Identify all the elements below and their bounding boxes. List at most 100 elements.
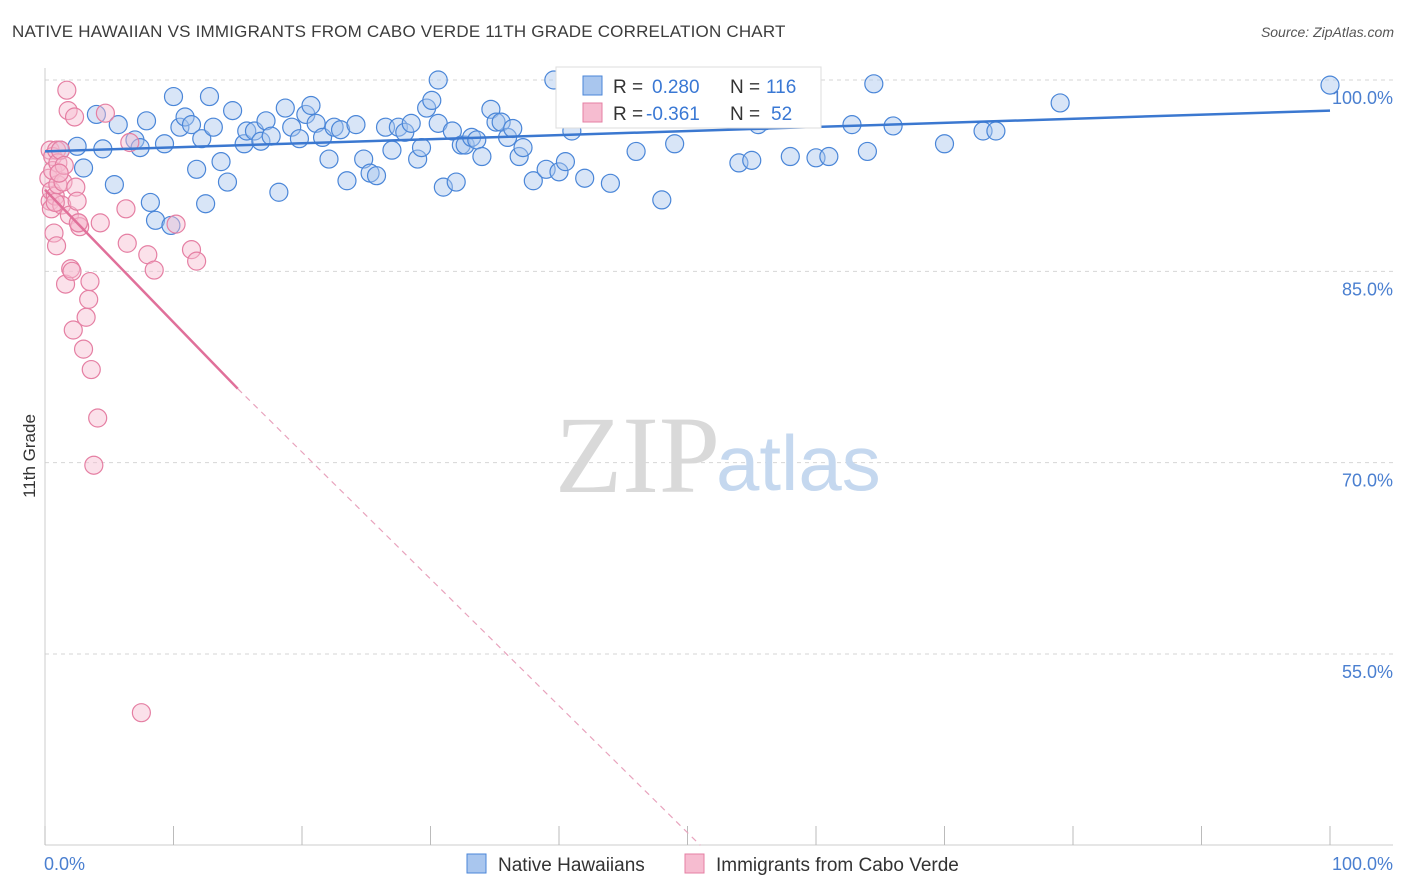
native-hawaiian-point xyxy=(742,150,762,170)
cabo-verde-point xyxy=(95,103,115,123)
native-hawaiian-point xyxy=(523,171,543,191)
native-hawaiian-point xyxy=(203,117,223,137)
native-hawaiian-point xyxy=(366,166,387,186)
native-hawaiians-points xyxy=(50,70,1340,236)
stats-blue-r-label: R = xyxy=(613,77,643,98)
cabo-verde-point xyxy=(81,359,101,380)
cabo-verde-point xyxy=(88,408,108,428)
native-hawaiian-point xyxy=(665,134,685,154)
native-hawaiian-point xyxy=(301,95,321,116)
native-hawaiian-point xyxy=(626,141,646,162)
native-hawaiian-point xyxy=(401,113,421,133)
native-hawaiian-point xyxy=(864,74,884,94)
native-hawaiian-point xyxy=(1320,75,1340,95)
legend-swatch-cabo-verde xyxy=(684,853,705,874)
native-hawaiian-point xyxy=(187,159,207,179)
native-hawaiian-point xyxy=(986,121,1006,141)
axes xyxy=(44,68,1393,846)
native-hawaiian-point xyxy=(67,136,87,156)
native-hawaiian-point xyxy=(306,113,326,133)
native-hawaiian-point xyxy=(503,118,523,139)
native-hawaiian-point xyxy=(223,101,243,121)
native-hawaiian-point xyxy=(382,140,402,160)
native-hawaiian-point xyxy=(154,134,175,154)
cabo-verde-point xyxy=(131,703,151,723)
stats-blue-n-label: N = xyxy=(730,77,760,98)
cabo-verde-point xyxy=(80,271,100,292)
native-hawaiian-point xyxy=(330,120,351,140)
native-hawaiian-point xyxy=(652,190,672,210)
x-tick-label: 100.0% xyxy=(1332,854,1393,874)
cabo-verde-point xyxy=(49,163,69,183)
stats-blue-r-value: 0.280 xyxy=(652,77,700,98)
cabo-verde-point xyxy=(117,233,137,253)
legend-label-native-hawaiians: Native Hawaiians xyxy=(498,855,645,876)
cabo-verde-point xyxy=(116,199,136,219)
native-hawaiian-point xyxy=(513,138,533,158)
native-hawaiian-point xyxy=(575,168,595,188)
native-hawaiian-point xyxy=(780,146,800,167)
watermark-atlas: atlas xyxy=(716,419,881,507)
watermark: ZIP atlas xyxy=(555,394,881,516)
native-hawaiian-point xyxy=(819,146,839,167)
stats-pink-r-label: R = xyxy=(613,104,643,125)
grid-lines xyxy=(45,79,1393,655)
native-hawaiian-point xyxy=(337,171,357,191)
native-hawaiian-point xyxy=(1050,93,1070,113)
cabo-verde-point xyxy=(46,236,67,256)
cabo-verde-point xyxy=(67,191,87,211)
native-hawaiian-point xyxy=(145,210,166,230)
native-hawaiian-point xyxy=(319,149,339,169)
y-tick-label: 85.0% xyxy=(1342,279,1393,299)
native-hawaiian-point xyxy=(486,112,506,132)
y-tick-label: 100.0% xyxy=(1332,88,1393,108)
cabo-verde-point xyxy=(181,240,202,260)
cabo-verde-point xyxy=(144,260,164,280)
native-hawaiian-point xyxy=(196,194,216,214)
stats-pink-r-value: -0.361 xyxy=(646,104,700,125)
native-hawaiian-point xyxy=(481,99,501,119)
chart-title: NATIVE HAWAIIAN VS IMMIGRANTS FROM CABO … xyxy=(12,22,786,41)
native-hawaiian-point xyxy=(442,121,462,141)
x-tick-label: 0.0% xyxy=(44,854,85,874)
cabo-verde-point xyxy=(187,251,207,271)
y-tick-label: 70.0% xyxy=(1342,471,1393,491)
cabo-verde-point xyxy=(45,192,65,213)
native-hawaiian-point xyxy=(140,192,160,213)
tick-labels: 100.0% 85.0% 70.0% 55.0% 0.0% 100.0% xyxy=(44,88,1393,874)
native-hawaiian-point xyxy=(73,158,94,178)
legend: Native Hawaiians Immigrants from Cabo Ve… xyxy=(466,853,959,876)
y-tick-label: 55.0% xyxy=(1342,662,1393,682)
native-hawaiian-point xyxy=(354,149,374,169)
cabo-verde-point xyxy=(63,320,83,340)
stats-pink-n-value: 52 xyxy=(771,104,792,125)
native-hawaiian-point xyxy=(446,172,466,192)
legend-swatch-native-hawaiians xyxy=(466,853,487,874)
stats-blue-n-value: 116 xyxy=(766,77,796,98)
native-hawaiian-point xyxy=(428,70,448,90)
native-hawaiian-point xyxy=(467,130,487,150)
native-hawaiian-point xyxy=(455,135,475,155)
cabo-verde-point xyxy=(62,261,82,281)
native-hawaiian-point xyxy=(269,182,289,202)
native-hawaiian-point xyxy=(388,117,408,137)
native-hawaiian-point xyxy=(472,146,492,167)
native-hawaiian-point xyxy=(136,111,157,131)
cabo-verde-point xyxy=(73,339,94,359)
native-hawaiian-point xyxy=(282,117,302,137)
cabo-verde-point xyxy=(166,214,186,234)
native-hawaiian-point xyxy=(857,141,878,162)
native-hawaiian-point xyxy=(163,86,184,107)
stats-box: R = 0.280 N = 116 R = -0.361 N = 52 xyxy=(555,66,822,129)
native-hawaiian-point xyxy=(104,174,124,195)
cabo-verde-point xyxy=(120,132,140,153)
source-credit: Source: ZipAtlas.com xyxy=(1260,24,1394,40)
native-hawaiian-point xyxy=(108,115,128,135)
stats-blue-swatch xyxy=(582,75,603,96)
cabo-verde-point xyxy=(76,307,96,327)
native-hawaiian-point xyxy=(934,134,955,154)
cabo-verde-point xyxy=(57,80,77,100)
cabo-verde-point xyxy=(79,289,99,309)
native-hawaiian-point xyxy=(346,115,366,135)
